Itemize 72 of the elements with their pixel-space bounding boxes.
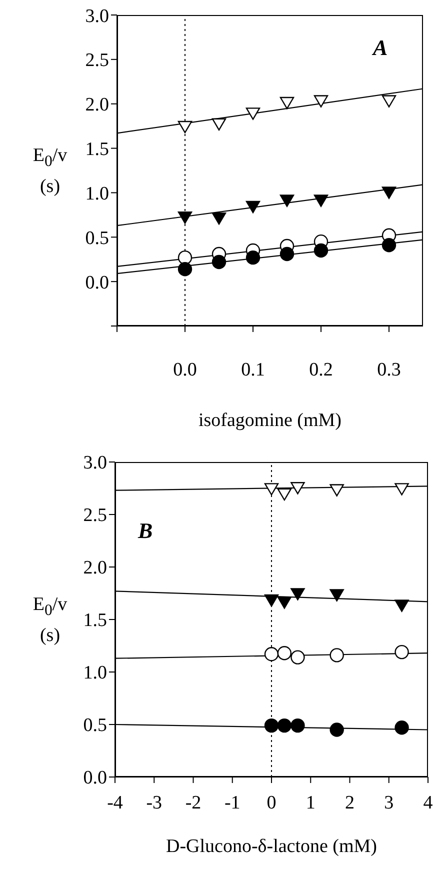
point	[277, 488, 292, 501]
point	[382, 238, 396, 252]
point	[394, 644, 409, 660]
point	[394, 483, 409, 496]
x-tick-label: 0.1	[241, 359, 265, 380]
point	[330, 722, 344, 737]
x-tick-label: 4	[423, 792, 434, 814]
point	[178, 262, 192, 276]
x-tick-label: -1	[224, 792, 240, 814]
point	[178, 120, 192, 134]
annotation: B	[138, 518, 153, 543]
point	[246, 250, 260, 265]
x-tick-label: -3	[146, 792, 162, 814]
point	[290, 482, 305, 494]
point	[178, 212, 192, 224]
x-tick-label: 0.3	[377, 359, 401, 380]
point	[394, 600, 409, 612]
x-tick-label: 2	[345, 792, 354, 814]
y-tick-label: 1.5	[83, 610, 107, 632]
x-tick-label: 3	[384, 792, 394, 814]
x-tick-label: 0	[266, 792, 276, 814]
point	[264, 594, 279, 607]
y-tick-label: 2.0	[83, 558, 107, 579]
y-tick-label: 0.0	[83, 768, 107, 789]
y-tick-label: 3.0	[83, 452, 107, 474]
x-axis-title: isofagomine (mM)	[198, 410, 342, 431]
annotation: A	[373, 35, 388, 60]
point	[330, 648, 344, 662]
y-axis-title: E$_{0}$/v (s)	[32, 592, 68, 648]
y-tick-label: 2.0	[85, 94, 109, 116]
point	[264, 483, 279, 496]
point	[314, 194, 328, 207]
point	[277, 718, 292, 733]
point	[280, 96, 294, 110]
point	[246, 200, 260, 214]
y-tick-label: 2.5	[85, 50, 109, 72]
point	[290, 718, 305, 733]
point	[330, 484, 344, 496]
x-tick-label: 1	[306, 792, 316, 814]
point	[212, 118, 226, 131]
point	[277, 596, 292, 609]
y-axis-title: E$_{0}$/v (s)	[32, 144, 68, 200]
y-tick-label: 3.0	[85, 6, 109, 27]
point	[330, 589, 344, 602]
y-tick-label: 0.5	[83, 715, 107, 736]
x-tick-label: -2	[185, 792, 202, 814]
point	[178, 250, 192, 265]
x-tick-label: 0.2	[309, 359, 333, 380]
x-tick-label: -4	[107, 792, 124, 814]
point	[264, 718, 279, 733]
y-tick-label: 0.0	[85, 272, 109, 294]
point	[212, 212, 226, 225]
point	[246, 108, 260, 120]
point	[280, 194, 294, 207]
x-axis-title: D-Glucono-δ-lactone (mM)	[166, 836, 378, 857]
y-tick-label: 1.0	[85, 183, 109, 204]
point	[290, 650, 305, 664]
point	[264, 647, 279, 662]
y-tick-label: 2.5	[83, 505, 107, 526]
point	[277, 646, 292, 660]
x-tick-label: 0.0	[173, 359, 197, 380]
point	[212, 254, 226, 270]
point	[290, 588, 305, 600]
point	[280, 246, 294, 262]
point	[314, 95, 328, 108]
point	[382, 186, 396, 199]
point	[314, 243, 328, 258]
y-tick-label: 1.5	[85, 139, 109, 160]
point	[382, 95, 396, 108]
y-tick-label: 1.0	[83, 662, 107, 684]
point	[394, 720, 409, 735]
y-tick-label: 0.5	[85, 228, 109, 249]
